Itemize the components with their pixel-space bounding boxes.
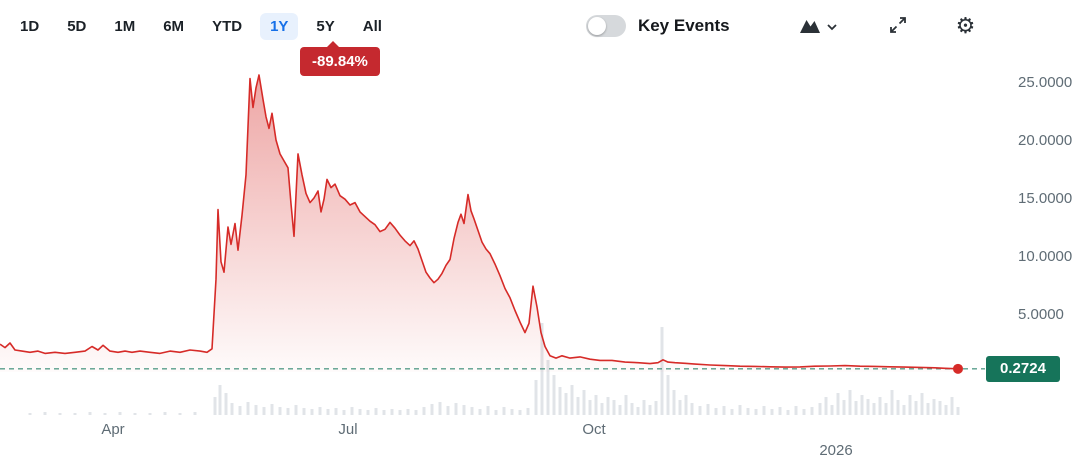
range-button-all[interactable]: All — [353, 13, 392, 40]
svg-text:10.0000: 10.0000 — [1018, 248, 1072, 265]
svg-text:Apr: Apr — [101, 421, 124, 438]
gear-icon: ⚙ — [955, 13, 976, 38]
y-axis-labels: 25.0000 20.0000 15.0000 10.0000 5.0000 — [1018, 74, 1072, 323]
svg-text:15.0000: 15.0000 — [1018, 190, 1072, 207]
key-events-toggle[interactable] — [585, 15, 626, 37]
last-price-dot — [953, 363, 963, 374]
x-axis-labels: Apr Jul Oct 2026 — [101, 421, 852, 459]
price-chart-canvas[interactable]: 25.0000 20.0000 15.0000 10.0000 5.0000 Apr Ju… — [0, 48, 1074, 475]
range-button-5d[interactable]: 5D — [57, 13, 96, 40]
area-chart-icon — [798, 14, 822, 39]
current-price-badge: 0.2724 — [986, 356, 1060, 382]
svg-text:Jul: Jul — [338, 421, 357, 438]
expand-icon — [888, 15, 908, 38]
svg-text:2026: 2026 — [819, 442, 852, 459]
chart-area[interactable]: 25.0000 20.0000 15.0000 10.0000 5.0000 Apr Ju… — [0, 48, 1074, 475]
svg-text:Oct: Oct — [582, 421, 606, 438]
price-area-fill — [0, 75, 958, 372]
range-button-1d[interactable]: 1D — [10, 13, 49, 40]
price-line — [0, 74, 959, 370]
range-button-ytd[interactable]: YTD — [202, 13, 252, 40]
change-percent-tooltip: -89.84% — [300, 41, 380, 76]
chevron-down-icon — [826, 19, 838, 34]
svg-text:20.0000: 20.0000 — [1018, 132, 1072, 149]
range-button-1y[interactable]: 1Y — [260, 12, 299, 40]
svg-text:25.0000: 25.0000 — [1018, 74, 1072, 91]
toolbar: 1D 5D 1M 6M YTD 1Y 5Y All Key Events — [0, 0, 1074, 48]
fullscreen-button[interactable] — [886, 13, 910, 40]
range-button-5y[interactable]: 5Y — [306, 13, 344, 40]
change-percent-value: -89.84% — [312, 53, 368, 70]
range-button-1m[interactable]: 1M — [104, 13, 145, 40]
svg-text:5.0000: 5.0000 — [1018, 306, 1064, 323]
toggle-knob — [587, 17, 606, 35]
key-events-label: Key Events — [637, 16, 730, 35]
range-button-6m[interactable]: 6M — [153, 13, 194, 40]
chart-type-button[interactable] — [796, 12, 840, 41]
settings-button[interactable]: ⚙ — [954, 14, 978, 38]
